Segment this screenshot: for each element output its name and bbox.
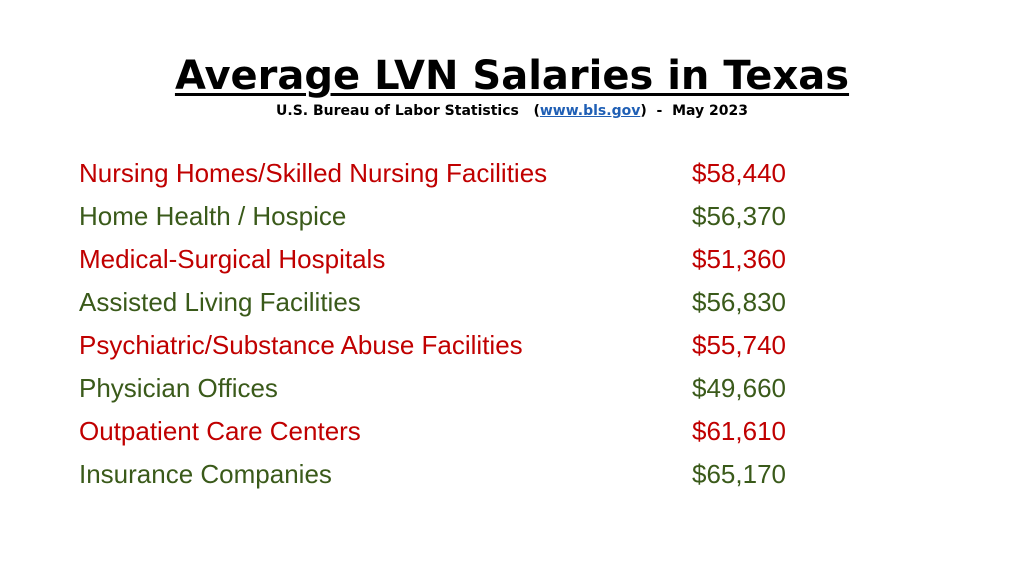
- salary-value: $51,360: [692, 244, 786, 274]
- salary-value: $61,610: [692, 416, 786, 446]
- dash: -: [656, 103, 663, 119]
- salary-value: $49,660: [692, 373, 786, 403]
- salary-value: $56,830: [692, 287, 786, 317]
- date-text: May 2023: [672, 103, 748, 119]
- bls-link[interactable]: www.bls.gov: [539, 103, 641, 119]
- salary-row: Physician Offices $49,660: [0, 367, 1024, 410]
- salary-value: $58,440: [692, 158, 786, 188]
- facility-label: Insurance Companies: [79, 459, 332, 489]
- salary-row: Outpatient Care Centers $61,610: [0, 410, 1024, 453]
- salary-row: Home Health / Hospice $56,370: [0, 195, 1024, 238]
- page-title: Average LVN Salaries in Texas: [174, 53, 850, 99]
- facility-label: Outpatient Care Centers: [79, 416, 361, 446]
- source-text: U.S. Bureau of Labor Statistics: [276, 103, 519, 119]
- subtitle: U.S. Bureau of Labor Statistics (www.bls…: [0, 101, 1024, 121]
- salary-row: Psychiatric/Substance Abuse Facilities $…: [0, 324, 1024, 367]
- facility-label: Nursing Homes/Skilled Nursing Facilities: [79, 158, 548, 188]
- facility-label: Medical-Surgical Hospitals: [79, 244, 386, 274]
- salary-row: Insurance Companies $65,170: [0, 453, 1024, 496]
- salary-list: Nursing Homes/Skilled Nursing Facilities…: [0, 152, 1024, 496]
- facility-label: Psychiatric/Substance Abuse Facilities: [79, 330, 523, 360]
- open-paren: (: [533, 103, 540, 119]
- facility-label: Physician Offices: [79, 373, 278, 403]
- salary-value: $55,740: [692, 330, 786, 360]
- close-paren: ): [640, 103, 647, 119]
- facility-label: Assisted Living Facilities: [79, 287, 361, 317]
- facility-label: Home Health / Hospice: [79, 201, 347, 231]
- salary-row: Assisted Living Facilities $56,830: [0, 281, 1024, 324]
- salary-value: $65,170: [692, 459, 786, 489]
- salary-value: $56,370: [692, 201, 786, 231]
- salary-row: Nursing Homes/Skilled Nursing Facilities…: [0, 152, 1024, 195]
- salary-row: Medical-Surgical Hospitals $51,360: [0, 238, 1024, 281]
